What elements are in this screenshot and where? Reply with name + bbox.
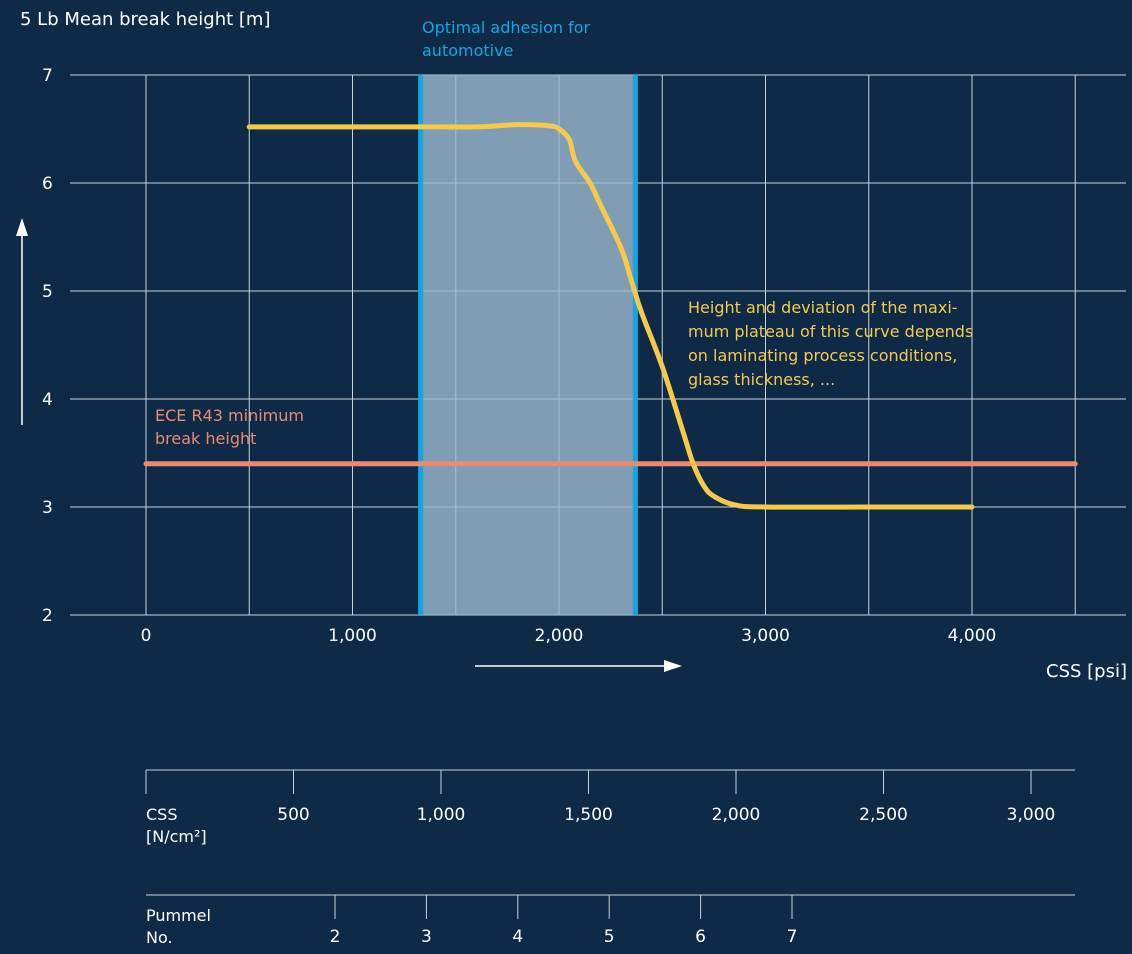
optimal-band — [418, 75, 638, 615]
css-ncm2-tick-label-2500: 2,500 — [859, 805, 908, 825]
tick-labels: 2 3 4 5 6 7 0 1,000 2,000 3,000 4,000 — [42, 66, 996, 646]
optimal-band-fill — [420, 75, 636, 615]
x-tick-label-1000: 1,000 — [328, 626, 377, 646]
y-tick-label-6: 6 — [42, 174, 53, 194]
plateau-annotation-line-4: glass thickness, ... — [688, 370, 835, 389]
y-axis-arrow-head — [16, 218, 28, 236]
x-tick-label-2000: 2,000 — [535, 626, 584, 646]
y-tick-label-4: 4 — [42, 390, 53, 410]
x-tick-label-3000: 3,000 — [741, 626, 790, 646]
threshold-label-line-2: break height — [155, 429, 256, 448]
plateau-annotation-line-3: on laminating process conditions, — [688, 346, 957, 365]
pummel-tick-label-5: 5 — [604, 927, 615, 947]
pummel-axis-label-line-1: Pummel — [146, 906, 211, 925]
y-tick-label-3: 3 — [42, 498, 53, 518]
plateau-annotation-line-2: mum plateau of this curve depends — [688, 322, 973, 341]
threshold-label-line-1: ECE R43 minimum — [155, 406, 304, 425]
secondary-axes: CSS [N/cm²] 500 1,000 1,500 2,000 2,500 3,000 Pu… — [145, 769, 1075, 947]
chart-labels: 5 Lb Mean break height [m] CSS [psi] Optim… — [20, 9, 1127, 682]
x-axis-arrow-head — [664, 660, 682, 672]
x-axis-title: CSS [psi] — [1046, 661, 1127, 682]
x-tick-label-4000: 4,000 — [948, 626, 997, 646]
axis-arrows — [16, 218, 682, 672]
y-tick-label-7: 7 — [42, 66, 53, 86]
optimal-band-label-line-2: automotive — [422, 41, 513, 60]
series-layer — [246, 122, 975, 510]
pummel-tick-label-6: 6 — [695, 927, 706, 947]
optimal-band-label-line-1: Optimal adhesion for — [422, 18, 591, 37]
break-height-curve — [246, 122, 975, 510]
y-tick-label-2: 2 — [42, 606, 53, 626]
css-ncm2-tick-label-1500: 1,500 — [564, 805, 613, 825]
pummel-tick-label-4: 4 — [512, 927, 523, 947]
plateau-annotation-line-1: Height and deviation of the maxi- — [688, 298, 958, 317]
css-ncm2-tick-label-1000: 1,000 — [417, 805, 466, 825]
css-ncm2-tick-label-2000: 2,000 — [712, 805, 761, 825]
pummel-tick-label-2: 2 — [330, 927, 341, 947]
css-ncm2-axis-label-line-2: [N/cm²] — [146, 827, 207, 846]
y-axis-title: 5 Lb Mean break height [m] — [20, 9, 270, 30]
pummel-tick-label-3: 3 — [421, 927, 432, 947]
x-tick-label-0: 0 — [141, 626, 152, 646]
css-ncm2-tick-label-3000: 3,000 — [1007, 805, 1056, 825]
y-tick-label-5: 5 — [42, 282, 53, 302]
pummel-axis-label-line-2: No. — [146, 928, 173, 947]
css-ncm2-tick-label-500: 500 — [277, 805, 309, 825]
pummel-tick-label-7: 7 — [787, 927, 798, 947]
css-ncm2-axis-label-line-1: CSS — [146, 805, 177, 824]
